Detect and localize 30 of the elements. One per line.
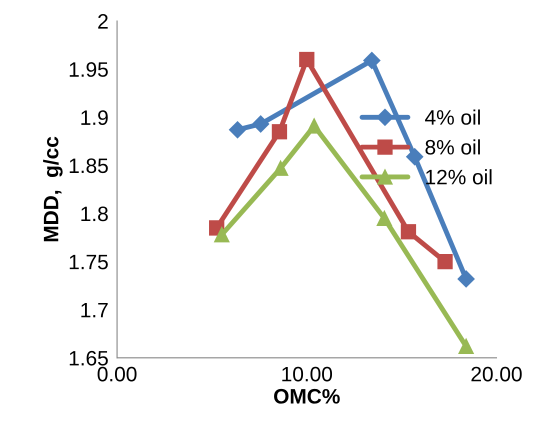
- point: [272, 124, 288, 140]
- legend-label: 12% oil: [426, 169, 492, 184]
- point: [306, 118, 322, 134]
- point: [299, 52, 314, 68]
- point: [406, 148, 424, 166]
- y-tick-label: 1.85: [70, 158, 108, 174]
- y-tick-label: 1.7: [81, 302, 108, 318]
- point: [400, 224, 416, 240]
- point: [458, 338, 474, 354]
- point: [376, 210, 392, 226]
- y-tick-label: 1.8: [81, 206, 108, 222]
- y-axis-title: MDD, g/cc: [43, 136, 63, 242]
- x-tick-label: 0.00: [98, 366, 137, 382]
- point: [252, 115, 270, 133]
- point: [458, 270, 475, 288]
- y-tick-label: 2: [98, 14, 108, 29]
- legend-label: 4% oil: [425, 109, 480, 125]
- point: [214, 227, 230, 242]
- y-tick-label: 1.75: [70, 254, 108, 270]
- x-axis-title: OMC%: [274, 388, 340, 404]
- y-tick-label: 1.65: [70, 350, 108, 366]
- point: [437, 254, 453, 270]
- point: [272, 160, 288, 176]
- legend-label: 8% oil: [425, 139, 480, 155]
- x-tick-label: 20.00: [471, 366, 522, 382]
- y-tick-label: 1.9: [81, 110, 108, 126]
- x-tick-label: 10.00: [282, 366, 332, 382]
- y-tick-label: 1.95: [70, 62, 108, 77]
- point: [363, 52, 380, 70]
- point: [228, 121, 246, 138]
